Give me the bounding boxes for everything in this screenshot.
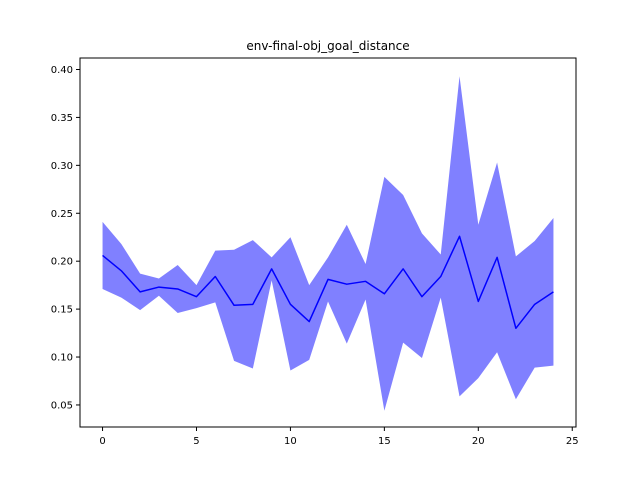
axes-frame (79, 57, 577, 428)
y-tick-label: 0.05 (51, 400, 73, 411)
plot-area (102, 76, 554, 411)
x-tick-label: 25 (566, 436, 579, 447)
y-tick-label: 0.30 (51, 161, 73, 172)
x-tick-label: 0 (99, 436, 105, 447)
chart-title: env-final-obj_goal_distance (246, 39, 409, 53)
y-tick-label: 0.35 (51, 113, 73, 124)
x-axis: 0 5 10 15 20 25 (99, 427, 579, 447)
confidence-band (102, 76, 554, 411)
mean-line (102, 235, 554, 330)
x-tick-label: 5 (193, 436, 199, 447)
x-tick-label: 20 (472, 436, 485, 447)
x-tick-label: 10 (284, 436, 297, 447)
x-tick-label: 15 (378, 436, 391, 447)
y-tick-label: 0.25 (51, 209, 73, 220)
y-tick-label: 0.20 (51, 257, 73, 268)
y-axis: 0.05 0.10 0.15 0.20 0.25 0.30 0.35 0.40 (51, 65, 80, 411)
y-tick-label: 0.10 (51, 353, 73, 364)
y-tick-label: 0.40 (51, 65, 73, 76)
y-tick-label: 0.15 (51, 305, 73, 316)
